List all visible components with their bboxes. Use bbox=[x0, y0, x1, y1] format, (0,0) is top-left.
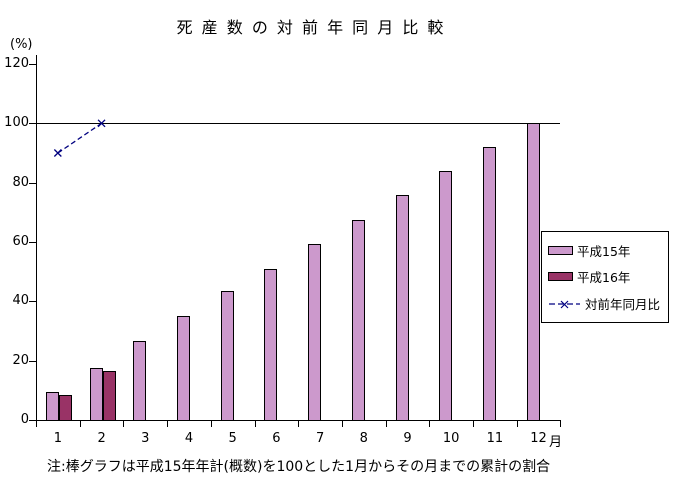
x-tick bbox=[254, 420, 256, 427]
x-tick bbox=[123, 420, 125, 427]
bar-平成15年-month-2 bbox=[89, 368, 103, 420]
x-tick-label: 11 bbox=[486, 431, 504, 446]
ratio-line-marker bbox=[53, 149, 62, 157]
y-tick-label: 0 bbox=[20, 412, 29, 427]
bar-平成16年-month-1 bbox=[58, 394, 72, 420]
legend-label-heisei15: 平成15年 bbox=[577, 243, 631, 259]
heisei16-swatch-icon bbox=[548, 272, 573, 282]
bar-平成15年-month-8 bbox=[351, 219, 365, 421]
bar-平成15年-month-11 bbox=[482, 147, 496, 420]
x-tick-label: 9 bbox=[403, 431, 412, 446]
x-tick bbox=[36, 420, 37, 427]
x-tick bbox=[516, 420, 518, 427]
y-tick-label: 100 bbox=[4, 115, 29, 131]
y-tick bbox=[29, 301, 36, 303]
y-tick bbox=[29, 123, 36, 125]
x-tick bbox=[341, 420, 343, 427]
y-tick-label: 80 bbox=[12, 174, 29, 190]
y-tick bbox=[29, 360, 36, 362]
x-tick bbox=[79, 420, 81, 427]
bar-平成15年-month-5 bbox=[220, 290, 234, 420]
x-tick bbox=[298, 420, 300, 427]
legend: 平成15年 平成16年 対前年同月比 bbox=[541, 231, 669, 323]
y-tick-label: 120 bbox=[4, 56, 29, 71]
x-tick-label: 10 bbox=[442, 431, 460, 446]
y-tick-label: 60 bbox=[12, 234, 29, 249]
footnote: 注:棒グラフは平成15年年計(概数)を100とした1月からその月までの累計の割合 bbox=[47, 459, 551, 475]
x-tick bbox=[385, 420, 387, 427]
x-tick bbox=[473, 420, 474, 427]
ratio-line-swatch-icon bbox=[549, 300, 580, 309]
legend-item-heisei15: 平成15年 bbox=[548, 241, 662, 260]
y-tick bbox=[29, 182, 36, 184]
legend-item-ratio: 対前年同月比 bbox=[548, 294, 662, 313]
y-tick bbox=[29, 64, 36, 65]
x-tick-label: 8 bbox=[359, 431, 368, 446]
legend-item-heisei16: 平成16年 bbox=[548, 267, 662, 286]
chart-title: 死 産 数 の 対 前 年 同 月 比 較 bbox=[176, 18, 446, 37]
x-tick-label: 7 bbox=[315, 431, 325, 446]
x-tick-label: 3 bbox=[141, 431, 150, 446]
x-tick bbox=[167, 420, 169, 427]
x-tick-label: 4 bbox=[184, 431, 194, 446]
heisei15-swatch-icon bbox=[548, 245, 573, 255]
bar-平成16年-month-2 bbox=[102, 371, 116, 420]
bar-平成15年-month-7 bbox=[308, 243, 322, 420]
y-axis-unit-label: (%) bbox=[10, 37, 33, 52]
bar-平成15年-month-10 bbox=[439, 170, 453, 420]
y-tick-label: 20 bbox=[12, 352, 29, 368]
bar-平成15年-month-3 bbox=[133, 341, 147, 420]
x-tick bbox=[429, 420, 431, 427]
legend-label-ratio: 対前年同月比 bbox=[585, 297, 661, 313]
y-tick bbox=[29, 242, 36, 243]
bar-平成15年-month-12 bbox=[526, 123, 540, 420]
x-tick bbox=[210, 420, 212, 427]
bar-平成15年-month-1 bbox=[45, 391, 59, 420]
x-tick-label: 6 bbox=[272, 431, 281, 446]
bar-平成15年-month-4 bbox=[177, 316, 190, 420]
x-tick bbox=[560, 420, 562, 427]
bar-平成15年-month-6 bbox=[264, 268, 278, 420]
y-axis bbox=[36, 55, 37, 420]
legend-label-heisei16: 平成16年 bbox=[577, 270, 631, 286]
x-tick-label: 2 bbox=[97, 431, 106, 446]
x-tick-label: 12 bbox=[530, 431, 547, 446]
x-tick-label: 1 bbox=[53, 431, 63, 446]
x-tick-label: 5 bbox=[228, 431, 237, 446]
x-axis-unit-label: 月 bbox=[549, 435, 563, 450]
bar-平成15年-month-9 bbox=[395, 194, 409, 420]
y-tick-label: 40 bbox=[12, 293, 29, 309]
y-tick bbox=[29, 420, 36, 421]
reference-line-100 bbox=[36, 123, 561, 125]
